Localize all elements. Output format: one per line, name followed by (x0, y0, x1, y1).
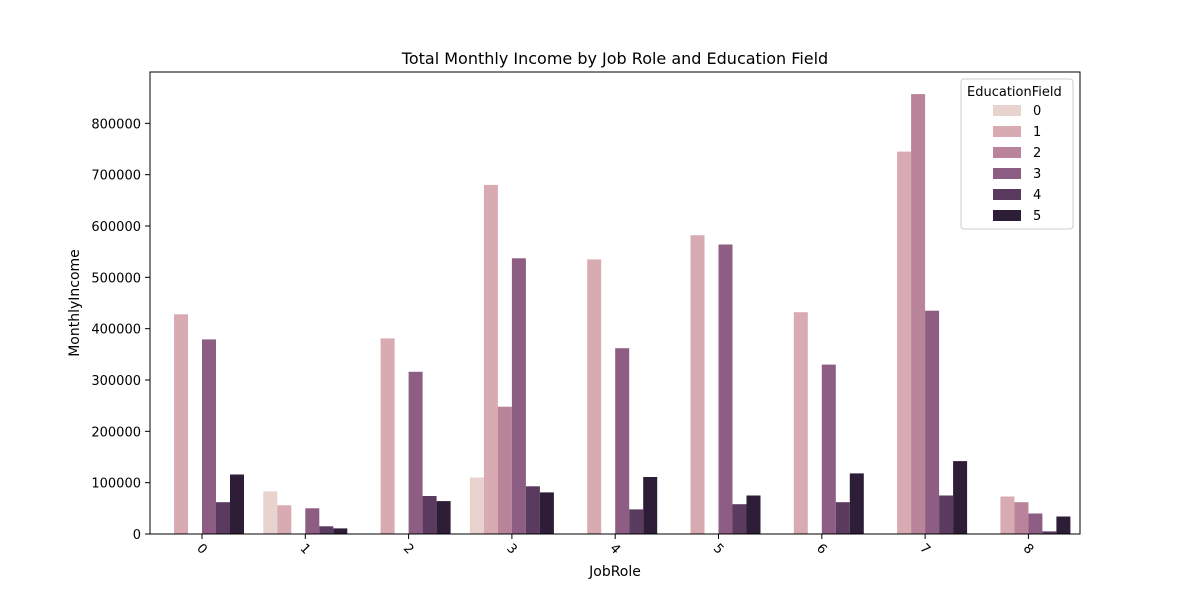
legend-items: 0 1 2 3 4 5 (993, 104, 1041, 224)
legend-title: EducationField (967, 85, 1062, 100)
chart-title: Total Monthly Income by Job Role and Edu… (401, 49, 828, 68)
bar-role-8-field-2 (1014, 502, 1029, 534)
y-tick-label: 500000 (91, 271, 141, 286)
legend-swatch (993, 147, 1021, 158)
bar-role-2-field-1 (380, 338, 395, 534)
bar-role-2-field-3 (408, 371, 423, 534)
x-tick-label: 2 (400, 541, 416, 557)
bar-role-8-field-3 (1028, 513, 1043, 534)
legend: EducationField 0 1 2 3 4 5 (960, 78, 1074, 230)
legend-label: 0 (1033, 104, 1041, 119)
legend-swatch (993, 105, 1021, 116)
x-tick-label: 5 (710, 541, 726, 557)
x-tick-label: 6 (813, 541, 829, 557)
bar-role-0-field-5 (230, 474, 244, 534)
bar-role-6-field-3 (821, 364, 836, 534)
x-tick-label: 0 (193, 541, 209, 557)
x-tick-label: 1 (297, 541, 313, 557)
bar-role-8-field-5 (1056, 516, 1071, 534)
bar-role-0-field-4 (216, 502, 230, 534)
bar-role-1-field-3 (305, 508, 320, 534)
x-tick-label: 4 (607, 541, 623, 557)
bars-layer (174, 94, 1071, 534)
bar-role-6-field-5 (849, 473, 864, 534)
x-axis-label: JobRole (588, 564, 641, 580)
legend-label: 5 (1033, 209, 1041, 224)
bar-role-4-field-3 (615, 348, 630, 534)
legend-label: 1 (1033, 125, 1041, 140)
bar-role-0-field-1 (174, 314, 188, 534)
bar-role-5-field-4 (732, 504, 747, 534)
y-tick-label: 800000 (91, 117, 141, 132)
legend-swatch (993, 168, 1021, 179)
bar-role-5-field-3 (718, 244, 733, 534)
bar-role-1-field-5 (333, 528, 348, 534)
x-tick-label: 8 (1020, 541, 1036, 557)
legend-swatch (993, 210, 1021, 221)
bar-role-3-field-2 (497, 406, 512, 534)
y-tick-label: 0 (133, 528, 141, 543)
bar-role-8-field-4 (1042, 531, 1057, 534)
bar-role-3-field-1 (483, 184, 498, 534)
y-axis-label: MonthlyIncome (67, 249, 83, 357)
y-tick-label: 600000 (91, 220, 141, 235)
y-tick-label: 700000 (91, 169, 141, 184)
bar-role-1-field-4 (319, 526, 334, 534)
bar-role-6-field-1 (793, 312, 808, 534)
bar-role-1-field-1 (277, 505, 292, 534)
y-tick-label: 400000 (91, 323, 141, 338)
bar-role-5-field-5 (746, 495, 761, 534)
bar-role-0-field-3 (202, 339, 216, 534)
legend-swatch (993, 189, 1021, 200)
y-tick-label: 100000 (91, 477, 141, 492)
bar-role-4-field-4 (629, 509, 644, 534)
bar-role-7-field-4 (939, 495, 954, 534)
bar-role-5-field-1 (690, 235, 705, 534)
bar-role-2-field-5 (436, 501, 451, 534)
legend-label: 2 (1033, 146, 1041, 161)
y-tick-label: 300000 (91, 374, 141, 389)
bar-role-3-field-0 (469, 477, 484, 534)
y-tick-label: 200000 (91, 425, 141, 440)
legend-swatch (993, 126, 1021, 137)
legend-label: 3 (1033, 167, 1041, 182)
bar-role-6-field-4 (835, 502, 850, 534)
bar-role-3-field-3 (511, 258, 526, 534)
plot-frame (149, 71, 1081, 535)
legend-label: 4 (1033, 188, 1041, 203)
bar-role-8-field-1 (1000, 496, 1015, 534)
bar-role-3-field-4 (525, 486, 540, 534)
bar-role-7-field-5 (953, 461, 968, 534)
bar-role-4-field-5 (643, 477, 658, 534)
bar-role-3-field-5 (539, 492, 554, 534)
bar-role-7-field-1 (897, 151, 912, 534)
bar-role-2-field-4 (422, 496, 437, 534)
x-tick-label: 3 (503, 541, 519, 557)
bar-role-7-field-2 (911, 94, 926, 534)
bar-role-4-field-1 (587, 259, 602, 534)
bar-role-7-field-3 (925, 310, 940, 534)
bar-role-1-field-0 (263, 491, 278, 534)
x-tick-label: 7 (917, 541, 933, 557)
